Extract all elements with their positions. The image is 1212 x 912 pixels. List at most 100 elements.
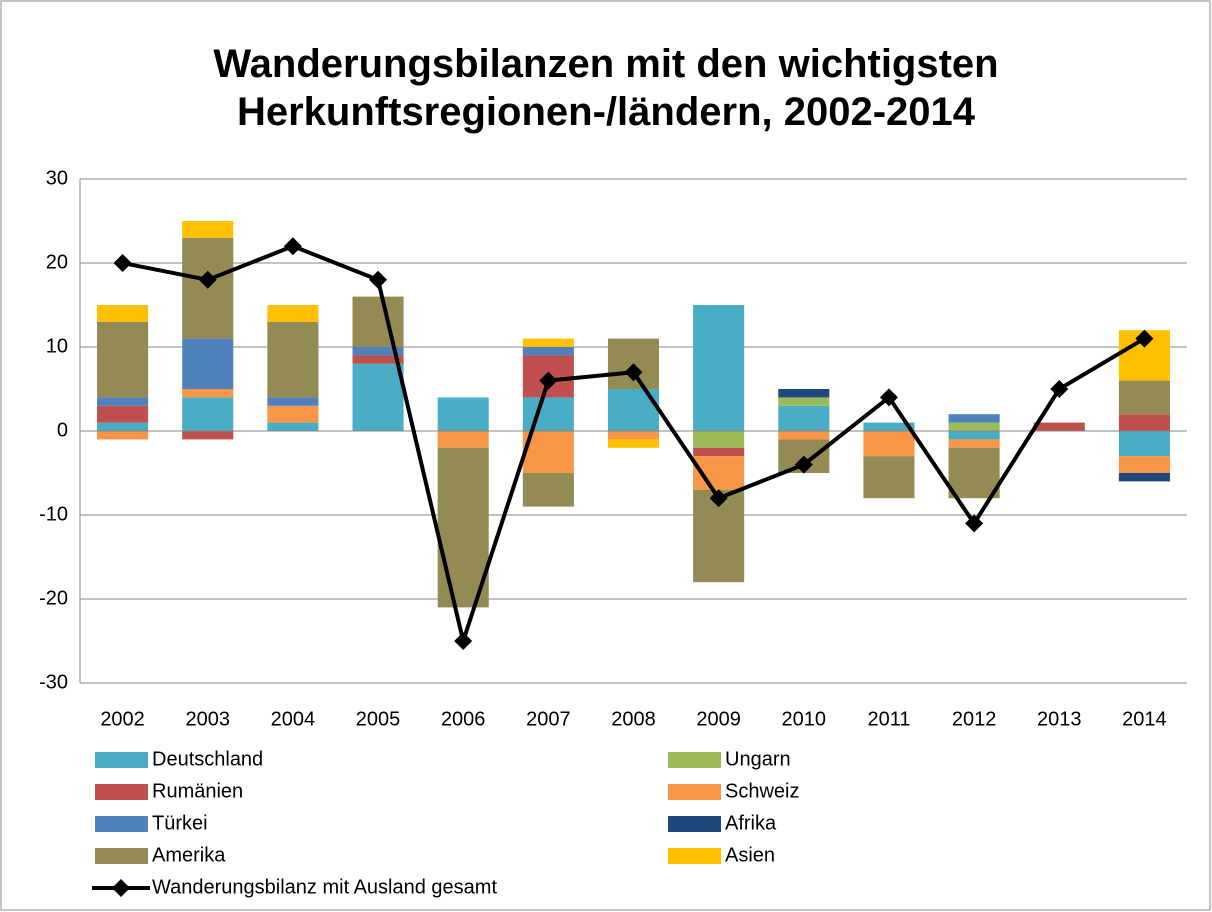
line-marker [879, 388, 898, 407]
line-marker [794, 455, 813, 474]
x-tick-label: 2004 [271, 708, 316, 730]
bar-segment [863, 422, 915, 431]
bar-segment [948, 431, 1000, 440]
legend-label: Schweiz [725, 780, 799, 802]
legend-swatch [668, 816, 721, 832]
bar-segment [522, 347, 574, 356]
x-tick-label: 2006 [441, 708, 486, 730]
legend-label: Amerika [152, 844, 226, 866]
bar-segment [607, 431, 660, 440]
y-tick-label: -20 [39, 587, 68, 609]
line-marker [539, 371, 558, 390]
legend-swatch [95, 848, 148, 864]
bar-segment [778, 405, 830, 431]
bar-segment [97, 405, 149, 423]
x-tick-label: 2003 [185, 708, 230, 730]
bar-segment [437, 397, 489, 431]
bar-segment [522, 397, 574, 431]
bar-segment [352, 347, 404, 356]
bar-segment [1118, 473, 1170, 482]
legend-swatch [668, 848, 721, 864]
x-tick-label: 2011 [867, 708, 910, 730]
bar-segment [607, 439, 660, 448]
legend-label: Rumänien [152, 780, 243, 802]
bar-segment [1118, 456, 1170, 473]
bar-segment [182, 397, 234, 431]
bar-segment [267, 321, 319, 398]
y-tick-label: 30 [46, 167, 68, 189]
line-marker [369, 270, 388, 289]
bar-segment [267, 405, 319, 423]
bar-segment [948, 414, 1000, 423]
bar-segment [97, 422, 149, 431]
bar-segment [778, 431, 830, 440]
legend-label: Deutschland [152, 748, 263, 770]
y-tick-label: -30 [39, 671, 68, 693]
bar-segment [1033, 422, 1085, 431]
x-tick-label: 2013 [1037, 708, 1082, 730]
x-tick-label: 2007 [526, 708, 571, 730]
bar-segment [267, 397, 319, 406]
y-tick-label: -10 [39, 503, 68, 525]
bar-segment [437, 431, 489, 448]
bar-segment [352, 363, 404, 431]
bar-segment [182, 431, 234, 440]
legend-label: Asien [725, 844, 775, 866]
bar-segment [437, 447, 489, 608]
line-marker [198, 270, 217, 289]
bar-segment [182, 221, 234, 238]
x-tick-label: 2014 [1122, 708, 1167, 730]
line-marker [709, 489, 728, 508]
bar-segment [948, 422, 1000, 431]
bar-segment [1118, 414, 1170, 431]
bar-segment [1118, 380, 1170, 415]
line-marker [113, 254, 132, 272]
x-tick-label: 2012 [952, 708, 997, 730]
bar-segment [693, 305, 745, 431]
legend-label: Ungarn [725, 748, 791, 770]
line-marker [624, 363, 643, 382]
line-marker [454, 632, 473, 650]
y-tick-label: 20 [46, 251, 68, 273]
y-tick-label: 10 [46, 335, 68, 357]
legend-label: Afrika [725, 812, 777, 834]
bar-segment [352, 296, 404, 347]
bar-segment [863, 431, 915, 457]
bar-segment [863, 456, 915, 499]
bar-segment [778, 389, 830, 398]
bar-segment [693, 431, 745, 448]
legend-marker [112, 879, 130, 897]
x-tick-label: 2005 [356, 708, 401, 730]
bar-segment [182, 338, 234, 389]
x-tick-label: 2008 [611, 708, 656, 730]
bar-segment [267, 422, 319, 431]
x-tick-label: 2010 [782, 708, 827, 730]
bar-segment [97, 305, 149, 322]
bar-segment [948, 439, 1000, 448]
legend-label: Wanderungsbilanz mit Ausland gesamt [152, 876, 497, 898]
legend-swatch [668, 752, 721, 768]
x-tick-label: 2009 [696, 708, 741, 730]
bar-segment [182, 389, 234, 398]
legend-swatch [95, 816, 148, 832]
y-tick-label: 0 [57, 419, 68, 441]
bar-segment [352, 355, 404, 364]
bar-segment [97, 431, 149, 440]
bar-segment [1118, 431, 1170, 457]
line-marker [283, 237, 302, 256]
bar-segment [97, 397, 149, 406]
line-marker [965, 514, 984, 533]
x-tick-label: 2002 [100, 708, 145, 730]
bar-segment [948, 447, 1000, 499]
bar-segment [522, 338, 574, 347]
legend-label: Türkei [152, 812, 208, 834]
bar-segment [522, 473, 574, 507]
line-marker [1135, 329, 1154, 348]
bar-segment [778, 397, 830, 406]
legend-swatch [95, 784, 148, 800]
bar-segment [97, 321, 149, 398]
bar-segment [693, 447, 745, 457]
